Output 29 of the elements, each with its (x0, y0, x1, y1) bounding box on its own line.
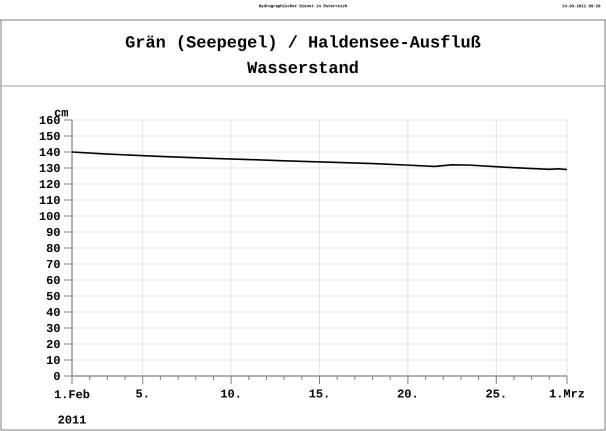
y-tick-label: 0 (54, 372, 60, 380)
x-tick-label: 1.Feb (54, 390, 90, 398)
y-tick-label: 160 (40, 116, 60, 124)
y-tick-label: 40 (46, 308, 60, 316)
x-tick-label: 5. (136, 390, 148, 398)
x-tick-label: 10. (221, 390, 240, 398)
y-axis-title: cm (54, 110, 68, 116)
x-axis-title: 2011 (58, 416, 86, 424)
y-tick-label: 30 (46, 324, 60, 332)
y-tick-label: 100 (40, 212, 60, 220)
y-tick-label: 20 (46, 340, 60, 348)
x-tick-label: 1.Mrz (550, 390, 584, 398)
y-tick-label: 90 (46, 228, 60, 236)
x-tick-label: 25. (486, 390, 504, 398)
y-tick-label: 130 (40, 164, 60, 172)
x-tick-label: 15. (310, 390, 328, 398)
y-tick-label: 140 (40, 148, 60, 156)
y-tick-label: 110 (40, 196, 60, 204)
chart-title: Grän (Seepegel) / Haldensee-Ausfluß (126, 34, 480, 52)
y-tick-label: 10 (46, 356, 60, 364)
y-tick-label: 80 (46, 244, 60, 252)
y-tick-label: 120 (40, 180, 60, 188)
y-tick-label: 50 (46, 292, 60, 300)
y-tick-label: 60 (46, 276, 60, 284)
line-series (71, 151, 568, 170)
y-tick-label: 150 (40, 132, 60, 140)
x-tick-label: 20. (398, 390, 416, 398)
y-tick-label: 70 (46, 260, 60, 268)
chart-subtitle: Wasserstand (247, 60, 358, 74)
